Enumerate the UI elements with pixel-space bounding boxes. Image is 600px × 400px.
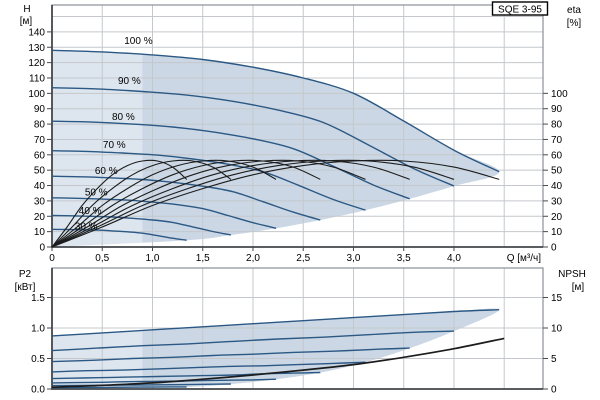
y-left-tick-label: 0 — [39, 243, 45, 254]
y-right-tick-label: 70 — [551, 135, 563, 146]
y-right-tick-label: 10 — [551, 324, 563, 335]
chart-0: 0 10 20 30 40 50 60 70 80 90 100 110 120 130 140 0 10 20 3… — [28, 4, 568, 264]
p2-axis-title: P2 — [19, 269, 32, 280]
eta-axis-title: eta — [567, 5, 581, 16]
y-right-tick-label: 0 — [551, 385, 557, 396]
efficiency-curve — [51, 159, 410, 248]
eta-axis-unit: [%] — [567, 18, 582, 29]
y-left-tick-label: 30 — [34, 196, 46, 207]
speed-percent-label: 80 % — [112, 112, 135, 123]
y-right-tick-label: 50 — [551, 166, 563, 177]
speed-percent-label: 60 % — [95, 166, 118, 177]
x-tick-label: 1,0 — [146, 253, 160, 264]
pump-model-label: SQE 3-95 — [498, 5, 542, 16]
y-left-tick-label: 130 — [28, 43, 45, 54]
y-left-tick-label: 1.5 — [31, 293, 45, 304]
speed-curve — [51, 197, 277, 229]
y-left-tick-label: 50 — [34, 166, 46, 177]
y-left-tick-label: 1.0 — [31, 324, 45, 335]
speed-curve — [51, 309, 500, 337]
speed-percent-label: 90 % — [118, 76, 141, 87]
y-left-tick-label: 0.0 — [31, 385, 45, 396]
title-badge: SQE 3-95 — [491, 1, 549, 16]
h-axis-unit: [м] — [20, 16, 33, 27]
y-left-tick-label: 120 — [28, 58, 45, 69]
y-left-tick-label: 10 — [34, 227, 46, 238]
y-right-tick-label: 40 — [551, 181, 563, 192]
y-right-tick-label: 20 — [551, 212, 563, 223]
speed-percent-label: 50 % — [85, 187, 108, 198]
y-right-tick-label: 60 — [551, 150, 563, 161]
x-tick-label: 4,0 — [447, 253, 461, 264]
efficiency-curve — [51, 159, 455, 248]
speed-percent-label: 100 % — [124, 36, 152, 47]
speed-percent-label: 70 % — [103, 140, 126, 151]
speed-curve — [51, 347, 410, 363]
speed-percent-label: 30 % — [75, 221, 98, 232]
efficiency-curve — [51, 159, 500, 248]
speed-curve — [51, 330, 455, 352]
x-tick-label: 0 — [49, 253, 55, 264]
y-right-tick-label: 30 — [551, 196, 563, 207]
x-tick-label: 2,0 — [246, 253, 260, 264]
y-left-tick-label: 140 — [28, 27, 45, 38]
efficiency-curve — [51, 159, 321, 248]
p2-axis-unit: [кВт] — [15, 282, 36, 293]
h-axis-title: H — [23, 4, 30, 15]
speed-percent-label: 40 % — [79, 206, 102, 217]
y-left-tick-label: 60 — [34, 150, 46, 161]
y-right-tick-label: 15 — [551, 293, 563, 304]
speed-curve — [51, 175, 321, 221]
efficiency-curve — [51, 159, 366, 248]
y-left-tick-label: 100 — [28, 89, 45, 100]
y-left-tick-label: 0.5 — [31, 354, 45, 365]
chart-1: 0.0 0.5 1.0 1.5 0 5 10 15 — [31, 267, 563, 396]
y-left-tick-label: 20 — [34, 212, 46, 223]
speed-curve — [51, 49, 500, 173]
speed-curve — [51, 87, 455, 187]
charts-render-root: 0102030405060708090100110120130140010203… — [28, 4, 568, 396]
efficiency-curve — [51, 159, 232, 248]
y-right-tick-label: 100 — [551, 89, 568, 100]
y-right-tick-label: 10 — [551, 227, 563, 238]
x-tick-label: 3,0 — [347, 253, 361, 264]
y-left-tick-label: 70 — [34, 135, 46, 146]
npsh-axis-unit: [м] — [572, 282, 585, 293]
speed-curve — [51, 386, 187, 389]
x-tick-label: 3,5 — [397, 253, 411, 264]
y-left-tick-label: 80 — [34, 120, 46, 131]
y-right-tick-label: 90 — [551, 104, 563, 115]
q-axis-title: Q [м³/ч] — [507, 253, 542, 264]
speed-curve — [51, 150, 366, 211]
speed-curve — [51, 361, 366, 373]
efficiency-curve — [51, 159, 277, 248]
efficiency-curve — [51, 337, 505, 389]
y-right-tick-label: 80 — [551, 120, 563, 131]
x-tick-label: 0,5 — [95, 253, 109, 264]
y-left-tick-label: 110 — [29, 73, 45, 84]
npsh-axis-title: NPSH — [558, 269, 586, 280]
title-badge-box — [491, 1, 549, 16]
y-left-tick-label: 90 — [34, 104, 46, 115]
x-tick-label: 2,5 — [296, 253, 310, 264]
x-tick-label: 1,5 — [196, 253, 210, 264]
y-left-tick-label: 40 — [34, 181, 46, 192]
y-right-tick-label: 0 — [551, 243, 557, 254]
speed-curve — [51, 120, 410, 200]
y-right-tick-label: 5 — [551, 354, 557, 365]
efficiency-curve — [51, 159, 188, 248]
